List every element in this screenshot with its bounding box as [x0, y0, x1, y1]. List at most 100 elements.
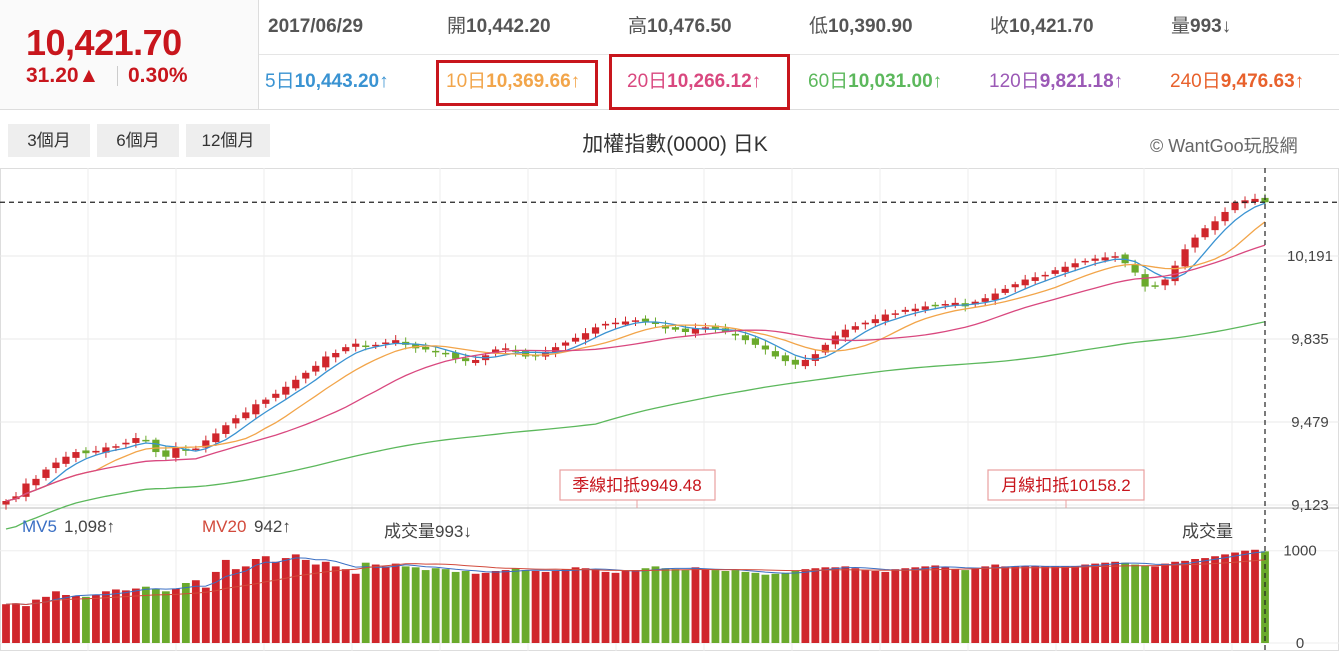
volume-bar — [1031, 566, 1040, 643]
volume-bar — [1081, 564, 1090, 643]
y-tick-label: 9,123 — [1291, 497, 1329, 514]
volume-bar — [1141, 565, 1149, 643]
volume-bar — [511, 568, 520, 643]
candle-body — [1021, 279, 1029, 286]
volume-bar — [931, 565, 940, 643]
candle-body — [1061, 266, 1069, 272]
candle-body — [571, 337, 580, 342]
candle-body — [1231, 202, 1239, 211]
volume-bar — [42, 596, 50, 643]
candle-body — [382, 342, 390, 344]
volume-bar — [1091, 563, 1100, 643]
volume-bar — [851, 568, 860, 643]
volume-bar — [431, 568, 440, 643]
candle-body — [352, 343, 360, 347]
volume-bar — [401, 566, 410, 643]
volume-bar — [251, 559, 260, 643]
candle-body — [172, 447, 180, 458]
candle-body — [442, 352, 450, 355]
volume-bar — [191, 580, 200, 643]
candle-body — [891, 313, 899, 315]
candle-body — [981, 298, 989, 302]
volume-bar — [631, 570, 640, 643]
volume-bar — [871, 571, 880, 643]
ma-lines — [5, 202, 1266, 530]
divider — [117, 66, 118, 86]
volume-bar — [1261, 551, 1269, 643]
candle-body — [761, 345, 769, 350]
candle-body — [142, 439, 150, 442]
candle-body — [462, 358, 470, 362]
mv20-label: MV20 — [202, 517, 247, 536]
mv20-value: 942↑ — [254, 517, 291, 536]
candle-body — [112, 446, 120, 448]
volume-bar — [211, 571, 220, 643]
volume-bar — [1021, 566, 1030, 643]
candle-body — [1101, 257, 1109, 261]
candle-body — [1181, 249, 1189, 267]
volume-bar — [171, 588, 180, 643]
highlight-box-ma20 — [609, 54, 790, 110]
volume-bar — [52, 591, 60, 643]
candle-body — [302, 372, 310, 379]
volume-bar — [921, 566, 930, 643]
candle-body — [661, 325, 670, 329]
volume-bar — [1201, 558, 1209, 643]
volume-bar — [1181, 560, 1189, 643]
candle-body — [671, 327, 680, 330]
candle-body — [32, 478, 40, 486]
candle-body — [1011, 284, 1019, 288]
volume-bar — [1001, 566, 1010, 643]
candle-body — [1141, 274, 1149, 287]
candle-body — [541, 351, 550, 357]
volume-bar — [671, 569, 680, 643]
volume-tick-label: 1000 — [1283, 543, 1316, 560]
volume-bar — [891, 569, 900, 643]
candle-body — [372, 344, 380, 347]
y-tick-label: 10,191 — [1287, 248, 1333, 265]
price-box: 10,421.70 31.20▲ 0.30% — [0, 0, 259, 109]
candle-body — [102, 447, 110, 453]
chart-title: 加權指數(0000) 日K — [582, 133, 768, 156]
candle-body — [312, 365, 320, 372]
volume-text: 成交量993↓ — [384, 522, 472, 541]
candle-body — [152, 439, 160, 453]
candle-body — [1131, 264, 1139, 273]
y-axis-labels: 9,123 9,479 9,835 10,191 0 1000 — [1283, 248, 1333, 652]
candle-body — [911, 308, 919, 312]
mv5-label: MV5 — [22, 517, 57, 536]
volume-bar — [811, 568, 820, 643]
volume-bar — [271, 561, 280, 643]
volume-bar — [421, 570, 430, 643]
volume-bar — [841, 566, 850, 643]
volume-bar — [361, 562, 370, 643]
tab-6-months[interactable]: 6個月 — [97, 124, 179, 157]
volume-bar — [1061, 566, 1070, 643]
volume-bar — [1231, 552, 1239, 643]
volume-bar — [321, 561, 330, 643]
kline-chart[interactable]: 9,123 9,479 9,835 10,191 0 1000 季線扣抵9949.48 月… — [0, 168, 1339, 652]
candle-body — [202, 440, 210, 448]
candle-body — [252, 404, 260, 415]
price-change-percent: 0.30% — [128, 64, 188, 87]
volume-bar — [1131, 564, 1140, 643]
candle-body — [521, 351, 530, 357]
volume-bar — [721, 571, 730, 643]
candle-body — [551, 347, 560, 354]
tab-12-months[interactable]: 12個月 — [186, 124, 270, 157]
candle-body — [731, 333, 740, 336]
volume-bar — [571, 567, 580, 643]
volume-bar — [791, 571, 800, 643]
candle-body — [292, 379, 300, 389]
volume-bar — [951, 569, 960, 643]
volume-bar — [591, 569, 600, 643]
volume-bar — [102, 591, 110, 643]
volume-bar — [1221, 554, 1229, 643]
candle-body — [282, 386, 290, 395]
candle-body — [951, 302, 959, 306]
volume-bar — [1121, 562, 1130, 643]
tab-3-months[interactable]: 3個月 — [8, 124, 90, 157]
last-price: 10,421.70 — [26, 22, 182, 63]
candle-body — [1211, 221, 1219, 231]
candle-body — [232, 418, 240, 424]
